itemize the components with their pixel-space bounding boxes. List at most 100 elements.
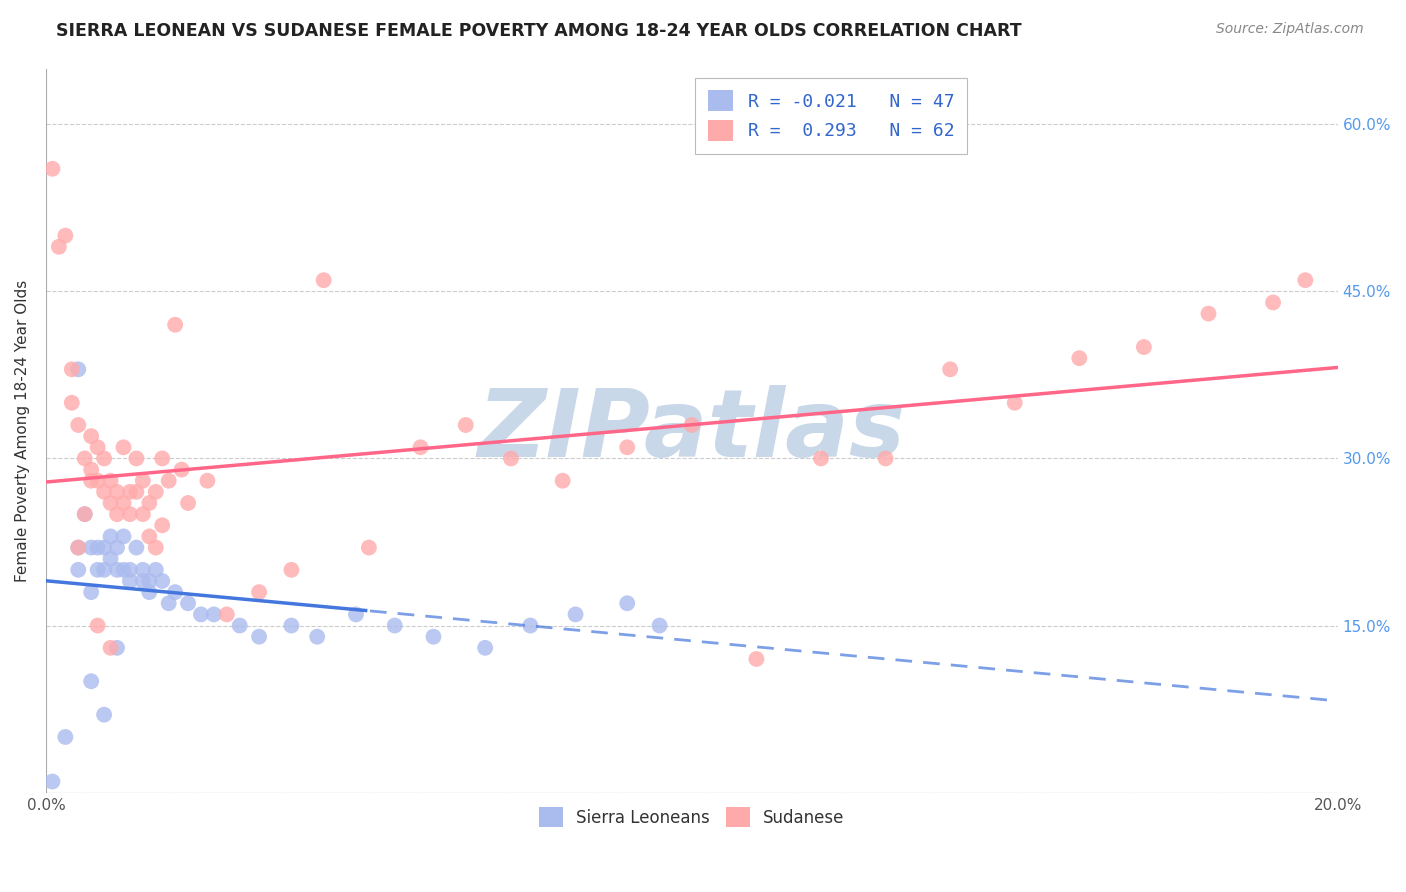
Point — [60, 395, 83, 409]
Point — [67, 541, 90, 555]
Point — [138, 574, 160, 588]
Point — [118, 484, 141, 499]
Point — [105, 507, 128, 521]
Point — [105, 484, 128, 499]
Point — [177, 596, 200, 610]
Point — [93, 707, 115, 722]
Point — [48, 240, 70, 254]
Point — [564, 607, 586, 622]
Text: Source: ZipAtlas.com: Source: ZipAtlas.com — [1216, 22, 1364, 37]
Point — [247, 585, 270, 599]
Point — [100, 551, 122, 566]
Point — [474, 640, 496, 655]
Point — [150, 518, 173, 533]
Point — [118, 563, 141, 577]
Point — [648, 618, 671, 632]
Point — [112, 529, 135, 543]
Point — [551, 474, 574, 488]
Point — [125, 451, 148, 466]
Point — [86, 563, 108, 577]
Point — [132, 474, 155, 488]
Point — [145, 484, 167, 499]
Point — [41, 161, 63, 176]
Point — [939, 362, 962, 376]
Point — [41, 774, 63, 789]
Point — [170, 462, 193, 476]
Point — [499, 451, 522, 466]
Point — [280, 563, 302, 577]
Point — [86, 541, 108, 555]
Point — [105, 541, 128, 555]
Point — [60, 362, 83, 376]
Point — [177, 496, 200, 510]
Point — [228, 618, 250, 632]
Point — [86, 474, 108, 488]
Point — [157, 596, 180, 610]
Point — [150, 574, 173, 588]
Point — [215, 607, 238, 622]
Point — [1069, 351, 1091, 366]
Point — [810, 451, 832, 466]
Point — [100, 529, 122, 543]
Point — [307, 630, 329, 644]
Point — [616, 440, 638, 454]
Point — [112, 496, 135, 510]
Point — [165, 585, 187, 599]
Point — [80, 585, 103, 599]
Point — [454, 417, 477, 432]
Point — [1198, 307, 1220, 321]
Point — [1261, 295, 1284, 310]
Point — [344, 607, 367, 622]
Point — [100, 496, 122, 510]
Point — [112, 563, 135, 577]
Point — [247, 630, 270, 644]
Point — [165, 318, 187, 332]
Point — [138, 585, 160, 599]
Point — [422, 630, 444, 644]
Point — [745, 652, 768, 666]
Legend: Sierra Leoneans, Sudanese: Sierra Leoneans, Sudanese — [531, 799, 852, 835]
Point — [202, 607, 225, 622]
Point — [681, 417, 703, 432]
Point — [875, 451, 897, 466]
Point — [67, 563, 90, 577]
Point — [80, 541, 103, 555]
Point — [86, 618, 108, 632]
Point — [138, 529, 160, 543]
Point — [67, 362, 90, 376]
Y-axis label: Female Poverty Among 18-24 Year Olds: Female Poverty Among 18-24 Year Olds — [15, 279, 30, 582]
Point — [1133, 340, 1156, 354]
Point — [67, 417, 90, 432]
Point — [125, 484, 148, 499]
Point — [1004, 395, 1026, 409]
Point — [150, 451, 173, 466]
Point — [86, 440, 108, 454]
Point — [93, 541, 115, 555]
Point — [125, 541, 148, 555]
Point — [157, 474, 180, 488]
Point — [1294, 273, 1316, 287]
Point — [357, 541, 380, 555]
Point — [118, 507, 141, 521]
Point — [409, 440, 432, 454]
Point — [80, 462, 103, 476]
Point — [93, 484, 115, 499]
Point — [93, 451, 115, 466]
Point — [100, 640, 122, 655]
Point — [312, 273, 335, 287]
Point — [138, 496, 160, 510]
Text: SIERRA LEONEAN VS SUDANESE FEMALE POVERTY AMONG 18-24 YEAR OLDS CORRELATION CHAR: SIERRA LEONEAN VS SUDANESE FEMALE POVERT… — [56, 22, 1022, 40]
Point — [73, 507, 96, 521]
Point — [384, 618, 406, 632]
Point — [73, 451, 96, 466]
Point — [280, 618, 302, 632]
Point — [100, 474, 122, 488]
Point — [519, 618, 541, 632]
Point — [80, 674, 103, 689]
Point — [197, 474, 219, 488]
Point — [132, 563, 155, 577]
Point — [67, 541, 90, 555]
Point — [80, 429, 103, 443]
Point — [93, 563, 115, 577]
Point — [132, 507, 155, 521]
